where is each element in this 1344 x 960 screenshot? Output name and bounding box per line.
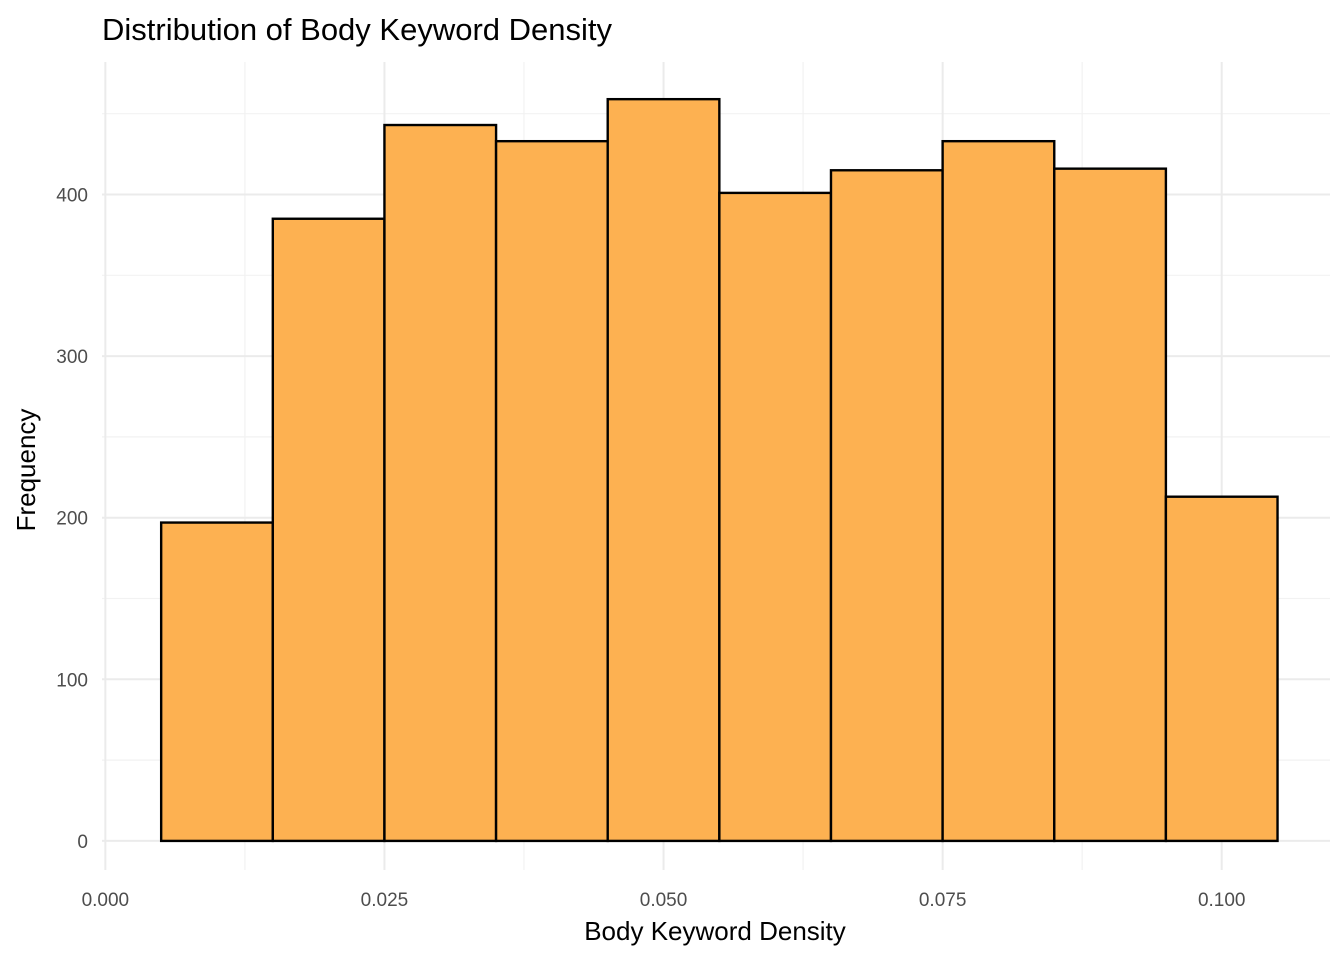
x-axis-tick-labels: 0.000 0.025 0.050 0.075 0.100	[82, 890, 1246, 911]
x-tick-label: 0.100	[1198, 890, 1246, 911]
y-tick-label: 200	[56, 509, 88, 530]
histogram-bar	[941, 139, 1056, 843]
histogram-bar	[494, 139, 609, 843]
histogram-bar	[606, 97, 721, 843]
histogram-bar	[718, 191, 833, 843]
y-tick-label: 0	[77, 832, 88, 853]
y-axis-title: Frequency	[11, 409, 41, 532]
y-tick-label: 400	[56, 186, 88, 207]
histogram-bar	[159, 521, 275, 843]
histogram-bar	[829, 169, 944, 843]
x-axis-title: Body Keyword Density	[584, 916, 846, 946]
histogram-bar	[1053, 167, 1168, 843]
x-tick-label: 0.075	[919, 890, 967, 911]
histogram-bar	[1164, 495, 1279, 843]
histogram-bar	[271, 217, 386, 843]
x-tick-label: 0.050	[640, 890, 688, 911]
y-tick-label: 100	[56, 670, 88, 691]
histogram-bars	[159, 97, 1279, 843]
x-tick-label: 0.000	[82, 890, 130, 911]
chart-title: Distribution of Body Keyword Density	[102, 12, 613, 47]
y-axis-tick-labels: 0 100 200 300 400	[56, 186, 88, 853]
histogram-bar	[383, 123, 498, 843]
y-tick-label: 300	[56, 347, 88, 368]
x-tick-label: 0.025	[361, 890, 409, 911]
